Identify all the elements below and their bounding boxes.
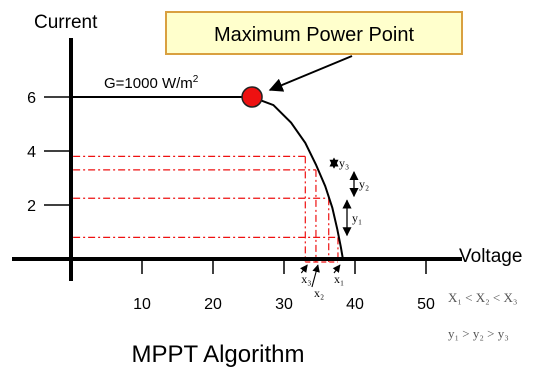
irradiance-label: G=1000 W/m2 — [104, 74, 199, 92]
voltage-marker-arrow-1 — [311, 264, 320, 288]
voltage-marker-arrow-2 — [332, 264, 341, 274]
voltage-marker-arrow-0 — [300, 264, 308, 274]
x-tick-label-4: 50 — [417, 296, 435, 313]
voltage-label-2: x₁ — [334, 272, 344, 286]
x-tick-label-0: 10 — [133, 296, 151, 313]
axis-ticks: 10 20 30 40 50 2 4 6 — [27, 90, 435, 313]
current-increment-label-0: y₃ — [339, 156, 349, 170]
x-tick-label-2: 30 — [275, 296, 293, 313]
current-increment-label-1: y₂ — [359, 177, 369, 191]
mpp-callout-label: Maximum Power Point — [214, 24, 415, 46]
y-tick-label-1: 4 — [27, 144, 36, 161]
maximum-power-point-marker — [241, 86, 263, 108]
operating-point-guides — [73, 155, 339, 263]
current-increment-label-2: y₁ — [352, 211, 362, 225]
y-axis-label: Current — [34, 12, 98, 33]
iv-curve — [71, 96, 344, 260]
mpp-callout-box — [165, 11, 463, 55]
chart-title: MPPT Algorithm — [132, 341, 305, 368]
voltage-label-0: x₃ — [301, 272, 311, 286]
relation-x: X₁ < X₂ < X₃ — [448, 290, 517, 305]
y-tick-label-0: 2 — [27, 198, 36, 215]
relation-y: y₁ > y₂ > y₃ — [448, 326, 509, 341]
x-axis-label: Voltage — [459, 246, 522, 267]
voltage-label-1: x₂ — [314, 286, 324, 300]
x-tick-label-3: 40 — [346, 296, 364, 313]
callout-arrow — [268, 55, 353, 92]
x-tick-label-1: 20 — [204, 296, 222, 313]
y-tick-label-2: 6 — [27, 90, 36, 107]
